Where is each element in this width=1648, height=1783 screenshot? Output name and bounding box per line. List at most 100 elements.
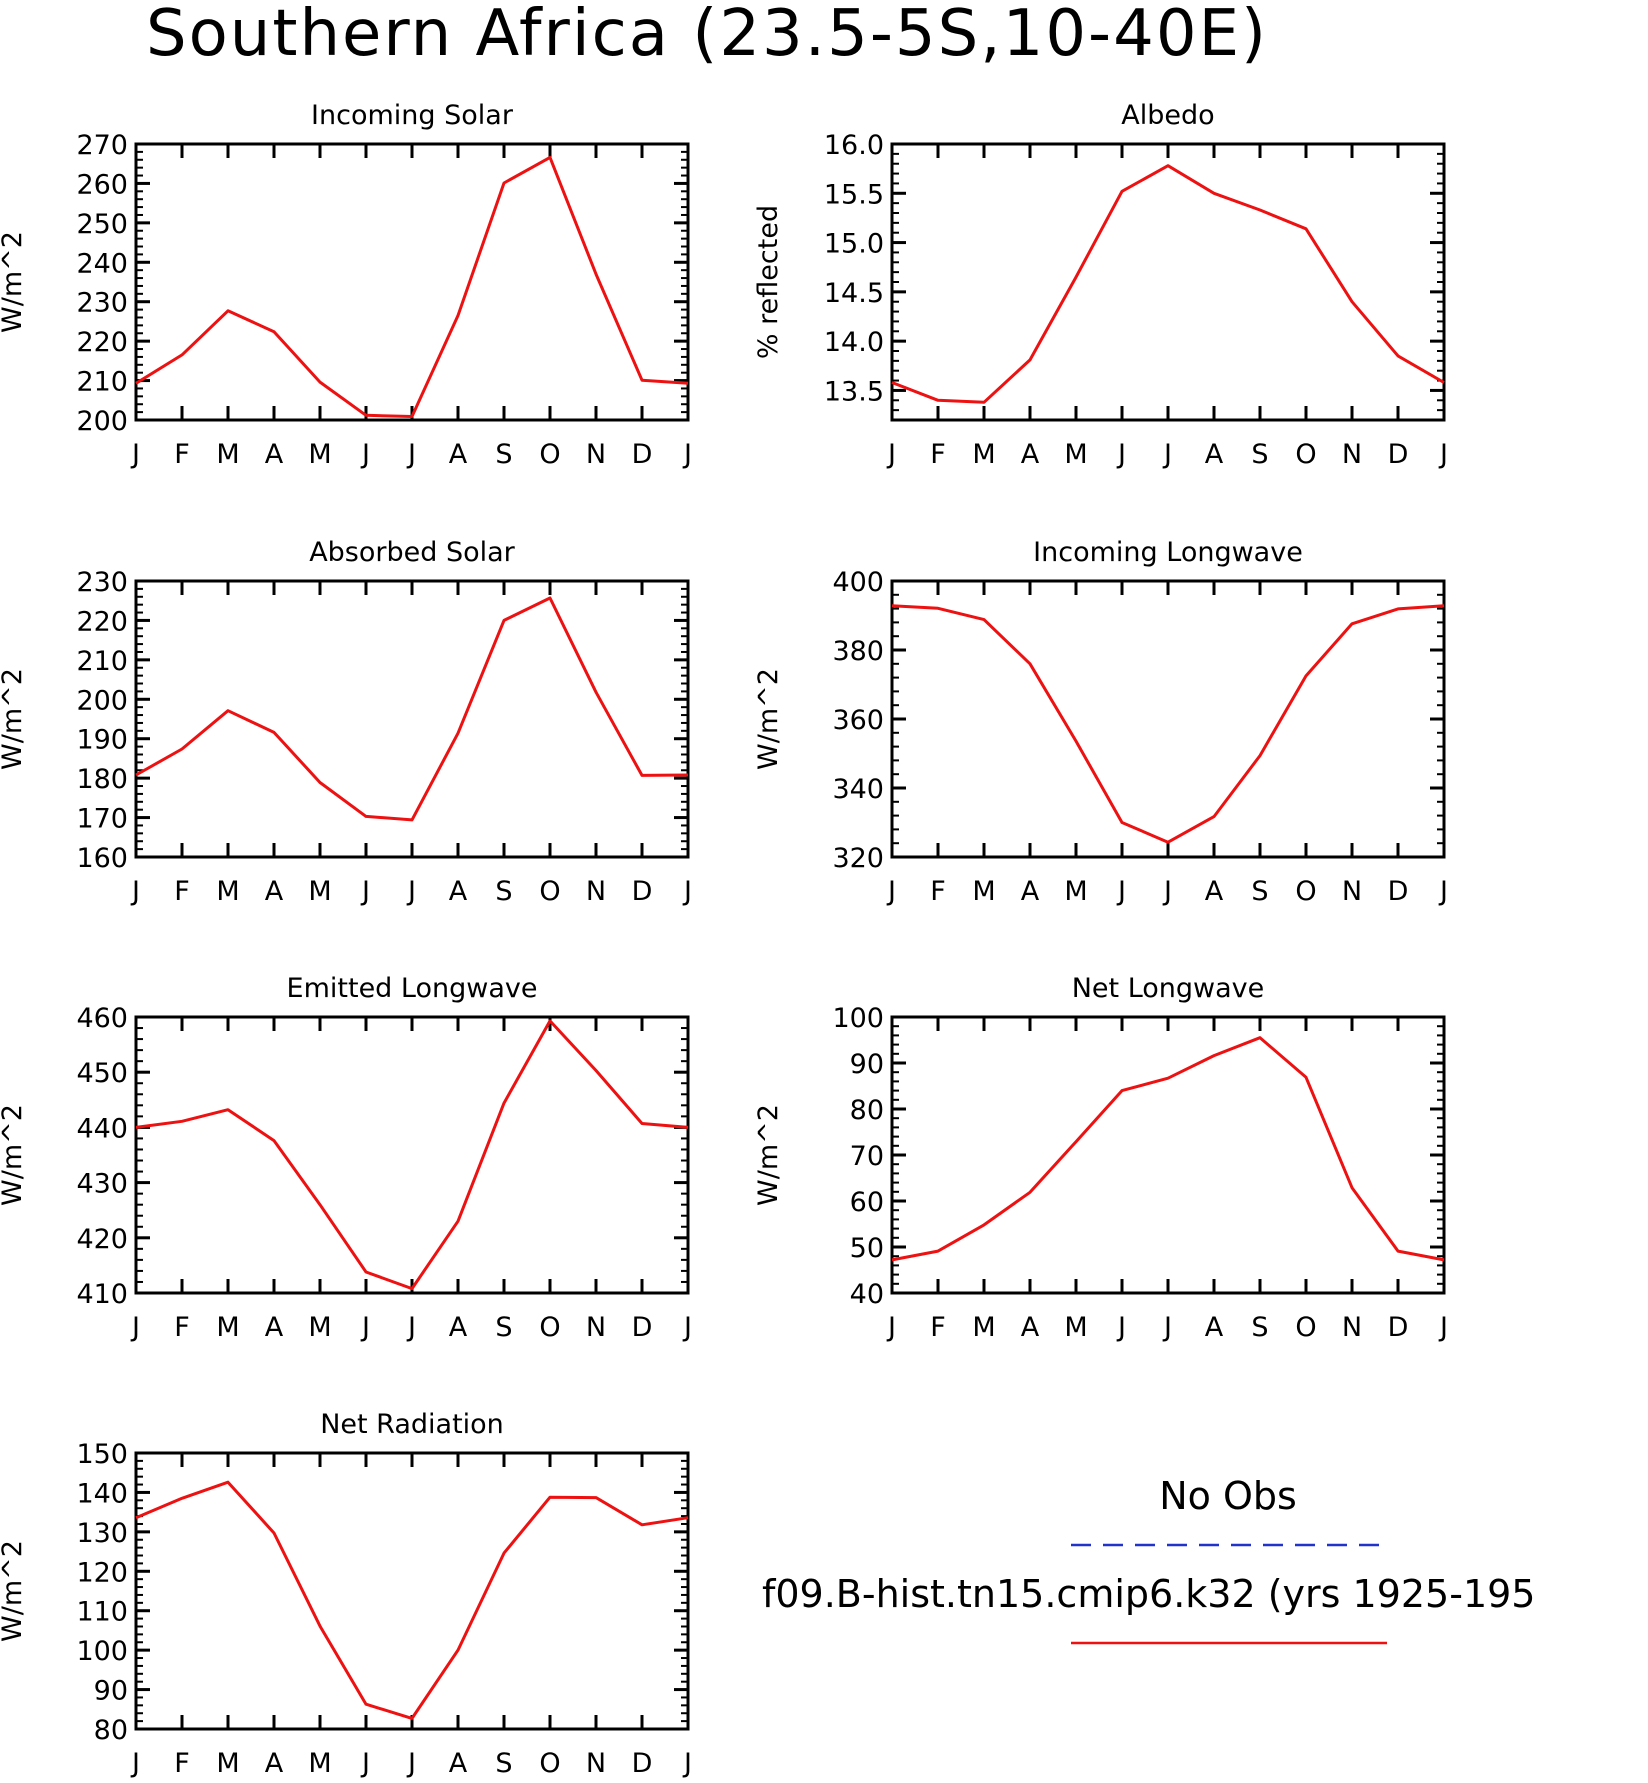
x-tick-label: S <box>1251 439 1268 470</box>
y-axis-label: W/m^2 <box>0 1104 28 1206</box>
y-tick-label: 380 <box>832 636 884 667</box>
x-tick-label: J <box>406 876 416 907</box>
x-tick-label: O <box>1295 1312 1316 1343</box>
y-axis-label: W/m^2 <box>753 1104 784 1206</box>
y-tick-label: 13.5 <box>824 376 884 407</box>
panel-emitted-longwave: Emitted Longwave W/m^2 410 420 430 440 450 460 J… <box>0 973 692 1343</box>
x-tick-label: J <box>406 1748 416 1779</box>
x-tick-label: J <box>360 1748 370 1779</box>
panels-container: Incoming Solar W/m^2 200 210 220 230 240 250 260… <box>0 100 1448 1779</box>
x-tick-label: A <box>1205 439 1224 470</box>
legend-obs-label: No Obs <box>1159 1474 1297 1518</box>
plot-frame <box>134 1451 690 1731</box>
x-tick-label: A <box>1021 876 1040 907</box>
x-tick-label: O <box>539 876 560 907</box>
x-tick-label: A <box>265 1312 284 1343</box>
plot-frame <box>890 579 1446 859</box>
x-tick-label: M <box>308 1312 331 1343</box>
panel-title: Incoming Solar <box>311 100 514 131</box>
panel-net-radiation: Net Radiation W/m^2 80 90 100 110 120 130 140 150… <box>0 1409 692 1779</box>
x-tick-label: A <box>265 876 284 907</box>
legend: No Obs f09.B-hist.tn15.cmip6.k32 (yrs 19… <box>762 1474 1535 1645</box>
x-tick-label: A <box>265 439 284 470</box>
x-tick-label: A <box>1021 1312 1040 1343</box>
y-tick-label: 140 <box>76 1478 128 1509</box>
panel-incoming-solar: Incoming Solar W/m^2 200 210 220 230 240 250 260… <box>0 100 692 470</box>
x-tick-label: J <box>682 876 692 907</box>
x-tick-label: S <box>1251 876 1268 907</box>
x-tick-label: J <box>886 439 896 470</box>
y-tick-label: 120 <box>76 1557 128 1588</box>
y-tick-label: 270 <box>76 130 128 161</box>
series-line <box>891 164 1445 404</box>
x-tick-label: D <box>1388 876 1409 907</box>
x-tick-label: O <box>539 1748 560 1779</box>
panel-title: Incoming Longwave <box>1033 537 1303 568</box>
x-tick-label: D <box>1388 1312 1409 1343</box>
y-axis-label: % reflected <box>753 205 784 359</box>
y-tick-label: 170 <box>76 804 128 835</box>
x-tick-label: O <box>1295 876 1316 907</box>
x-tick-label: F <box>174 439 190 470</box>
x-tick-label: M <box>1064 876 1087 907</box>
x-tick-label: D <box>632 876 653 907</box>
series-line <box>135 1019 689 1291</box>
y-tick-label: 90 <box>850 1049 884 1080</box>
panel-title: Net Radiation <box>320 1409 504 1440</box>
x-tick-label: F <box>174 1312 190 1343</box>
y-tick-label: 200 <box>76 406 128 437</box>
x-tick-label: N <box>586 876 606 907</box>
y-tick-label: 14.5 <box>824 278 884 309</box>
y-tick-label: 430 <box>76 1169 128 1200</box>
y-tick-label: 14.0 <box>824 327 884 358</box>
x-tick-label: F <box>174 876 190 907</box>
y-tick-label: 410 <box>76 1279 128 1310</box>
y-tick-label: 320 <box>832 843 884 874</box>
x-tick-label: A <box>1021 439 1040 470</box>
x-tick-label: A <box>449 1312 468 1343</box>
x-tick-label: N <box>1342 876 1362 907</box>
y-tick-label: 460 <box>76 1003 128 1034</box>
y-axis-label: W/m^2 <box>0 1540 28 1642</box>
x-tick-label: N <box>1342 1312 1362 1343</box>
y-tick-label: 190 <box>76 725 128 756</box>
series-line <box>891 604 1445 844</box>
x-tick-label: J <box>682 439 692 470</box>
y-tick-label: 420 <box>76 1224 128 1255</box>
y-tick-label: 240 <box>76 248 128 279</box>
y-tick-label: 220 <box>76 606 128 637</box>
y-axis-label: W/m^2 <box>0 668 28 770</box>
panel-absorbed-solar: Absorbed Solar W/m^2 160 170 180 190 200 210 220… <box>0 537 692 907</box>
figure-title: Southern Africa (23.5-5S,10-40E) <box>146 0 1268 71</box>
x-tick-label: N <box>586 439 606 470</box>
x-tick-label: J <box>130 1748 140 1779</box>
y-tick-label: 100 <box>832 1003 884 1034</box>
x-tick-label: S <box>495 876 512 907</box>
y-tick-label: 230 <box>76 288 128 319</box>
plot-frame <box>134 142 690 422</box>
x-tick-label: A <box>449 439 468 470</box>
y-tick-label: 80 <box>94 1715 128 1746</box>
x-tick-label: F <box>930 1312 946 1343</box>
x-tick-label: J <box>1162 439 1172 470</box>
panel-albedo: Albedo % reflected 13.5 14.0 14.5 15.0 15.5 16.… <box>753 100 1448 470</box>
panel-title: Albedo <box>1121 100 1214 131</box>
y-tick-label: 50 <box>850 1233 884 1264</box>
x-tick-label: M <box>972 439 995 470</box>
x-tick-label: A <box>449 876 468 907</box>
panel-title: Absorbed Solar <box>309 537 515 568</box>
x-tick-label: M <box>972 876 995 907</box>
x-tick-label: N <box>586 1748 606 1779</box>
x-tick-label: J <box>130 439 140 470</box>
panel-title: Emitted Longwave <box>287 973 538 1004</box>
x-tick-label: F <box>930 439 946 470</box>
y-tick-label: 100 <box>76 1636 128 1667</box>
x-tick-label: J <box>360 876 370 907</box>
plot-frame <box>890 142 1446 422</box>
x-tick-label: J <box>1162 1312 1172 1343</box>
x-tick-label: M <box>1064 439 1087 470</box>
panel-title: Net Longwave <box>1072 973 1265 1004</box>
y-tick-label: 40 <box>850 1279 884 1310</box>
